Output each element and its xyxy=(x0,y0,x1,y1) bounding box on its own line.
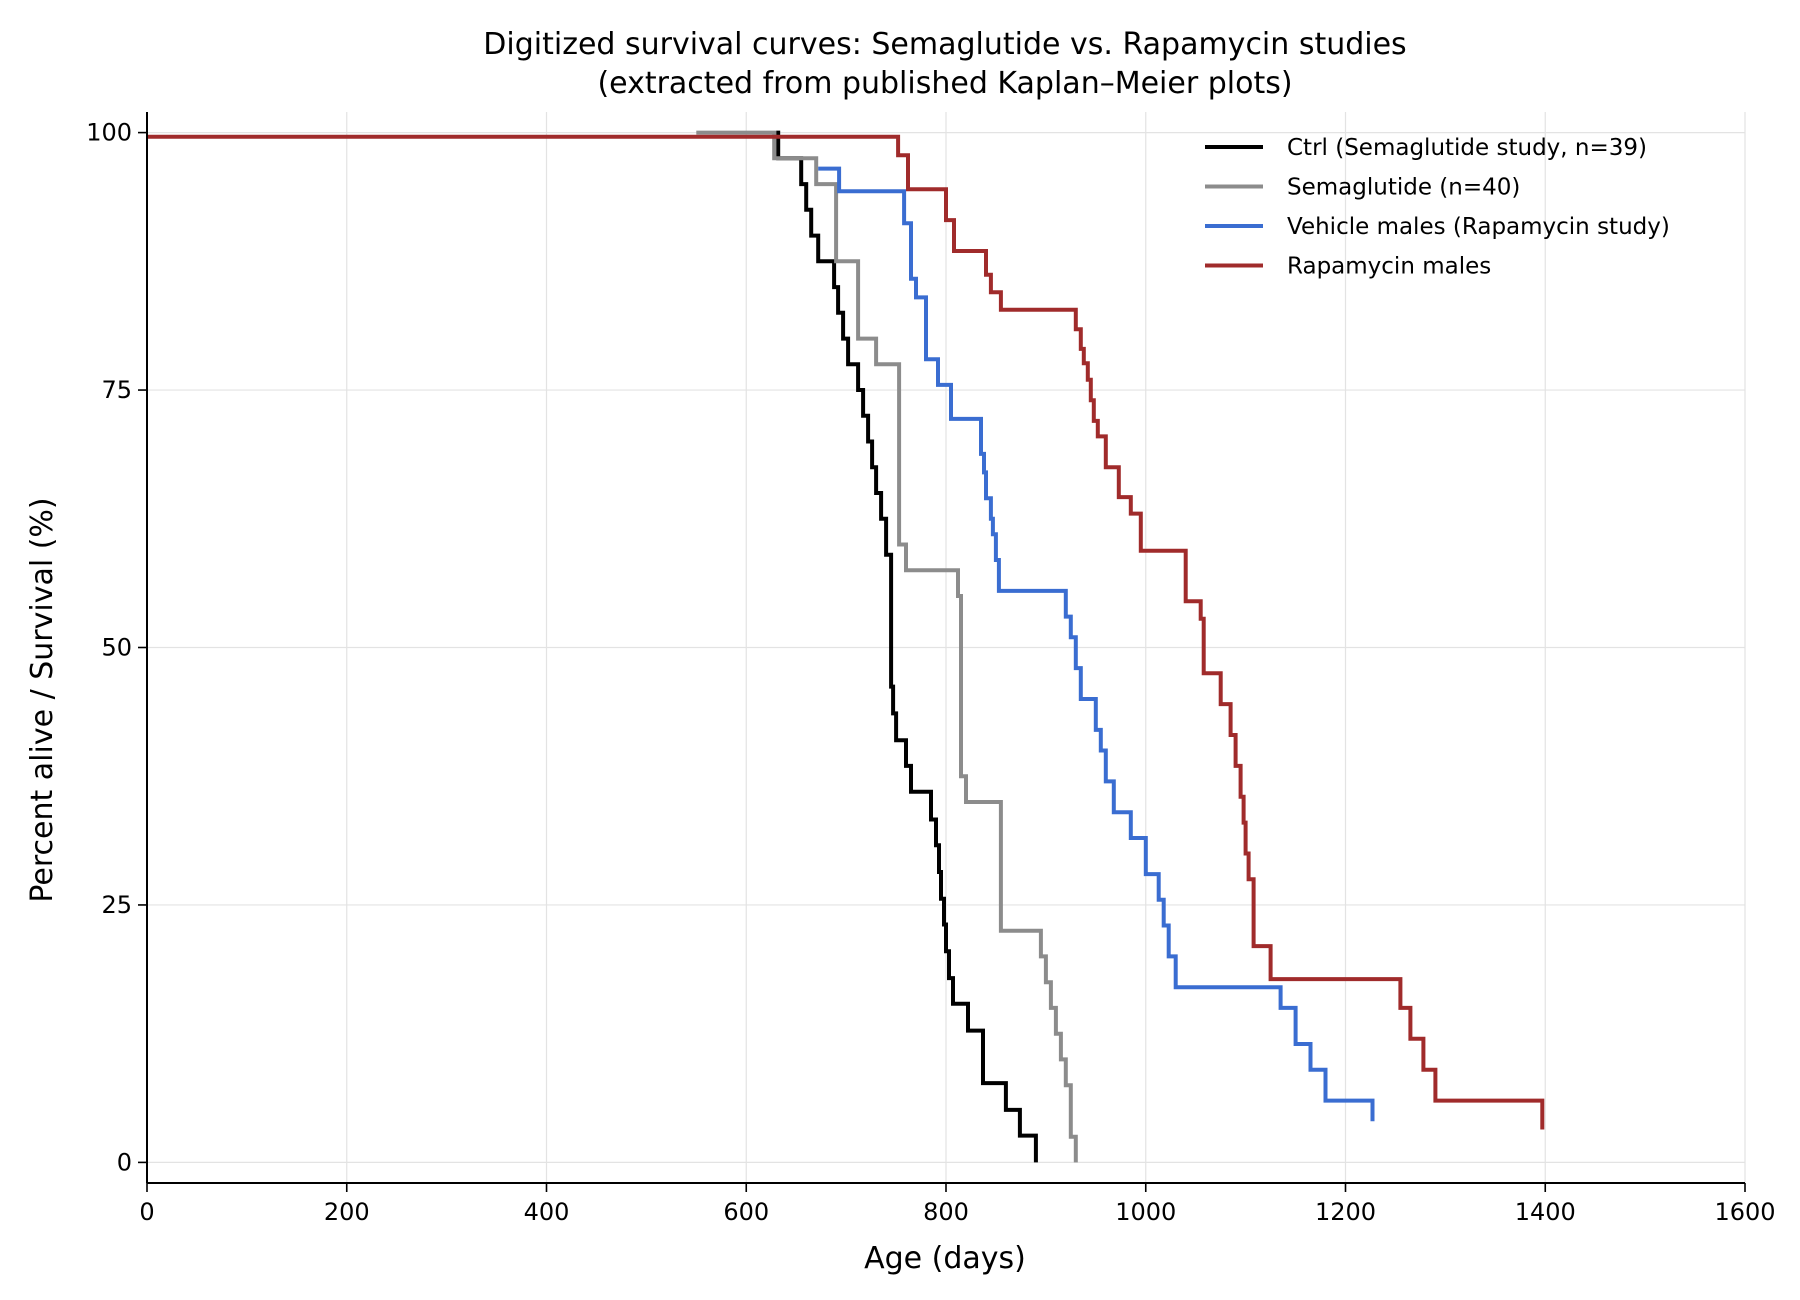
legend: Ctrl (Semaglutide study, n=39) Semaglutid… xyxy=(1205,135,1670,280)
axes: 0 200 400 600 800 1000 1200 1400 1600 0 25 50 75 100 xyxy=(86,112,1776,1226)
x-tick-label: 1600 xyxy=(1714,1198,1775,1226)
y-axis-label: Percent alive / Survival (%) xyxy=(25,497,60,902)
y-tick-label: 50 xyxy=(101,634,132,662)
x-tick-label: 1000 xyxy=(1115,1198,1176,1226)
legend-label-1: Ctrl (Semaglutide study, n=39) xyxy=(1287,135,1647,161)
series-layer xyxy=(147,130,1545,1163)
series-line-3 xyxy=(818,166,1375,1122)
series-line-2 xyxy=(696,130,1078,1163)
legend-label-2: Semaglutide (n=40) xyxy=(1287,175,1520,201)
x-tick-label: 1400 xyxy=(1515,1198,1576,1226)
series-line-4 xyxy=(147,134,1545,1130)
legend-label-3: Vehicle males (Rapamycin study) xyxy=(1287,214,1670,240)
chart-title-line-2: (extracted from published Kaplan–Meier p… xyxy=(597,66,1292,101)
y-tick-label: 25 xyxy=(101,891,132,919)
grid-lines xyxy=(146,112,1746,1183)
y-ticks: 0 25 50 75 100 xyxy=(86,119,147,1176)
y-tick-label: 75 xyxy=(101,376,132,404)
x-tick-label: 400 xyxy=(524,1198,570,1226)
legend-label-4: Rapamycin males xyxy=(1287,254,1491,280)
x-ticks: 0 200 400 600 800 1000 1200 1400 1600 xyxy=(139,1183,1776,1226)
x-tick-label: 0 xyxy=(139,1198,154,1226)
x-tick-label: 200 xyxy=(324,1198,370,1226)
y-tick-label: 0 xyxy=(117,1148,132,1176)
series-line-1 xyxy=(776,130,1038,1163)
x-tick-label: 1200 xyxy=(1315,1198,1376,1226)
x-tick-label: 800 xyxy=(923,1198,969,1226)
x-tick-label: 600 xyxy=(723,1198,769,1226)
chart-title-line-1: Digitized survival curves: Semaglutide v… xyxy=(483,27,1406,62)
x-axis-label: Age (days) xyxy=(864,1241,1026,1276)
y-tick-label: 100 xyxy=(86,119,132,147)
